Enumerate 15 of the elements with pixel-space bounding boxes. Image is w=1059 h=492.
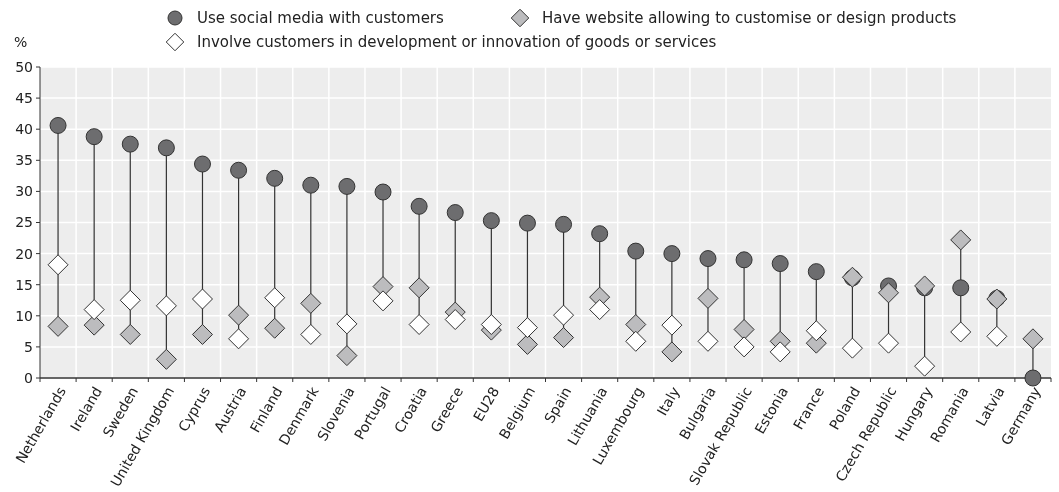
y-axis-title: % — [14, 34, 28, 50]
legend-label: Use social media with customers — [197, 9, 445, 28]
y-tick-label: 30 — [15, 183, 33, 200]
legend-label: Involve customers in development or innovation of goods or services — [197, 33, 717, 52]
y-tick-label: 10 — [15, 307, 33, 324]
y-tick-label: 40 — [15, 121, 33, 138]
y-tick-label: 5 — [24, 338, 33, 355]
y-tick-label: 25 — [15, 214, 33, 231]
legend-label: Have website allowing to customise or design products — [542, 9, 957, 28]
y-tick-label: 35 — [15, 152, 33, 169]
y-tick-label: 50 — [15, 58, 33, 75]
y-tick-label: 20 — [15, 245, 33, 262]
y-tick-label: 15 — [15, 276, 33, 293]
y-tick-label: 0 — [24, 369, 33, 386]
y-tick-label: 45 — [15, 90, 33, 106]
